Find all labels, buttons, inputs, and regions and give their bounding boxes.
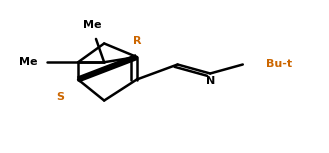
- Text: Me: Me: [84, 20, 102, 30]
- Text: Me: Me: [19, 57, 37, 67]
- Text: N: N: [206, 76, 215, 86]
- Text: S: S: [56, 92, 64, 102]
- Text: Bu-t: Bu-t: [266, 60, 292, 69]
- Text: R: R: [134, 36, 142, 47]
